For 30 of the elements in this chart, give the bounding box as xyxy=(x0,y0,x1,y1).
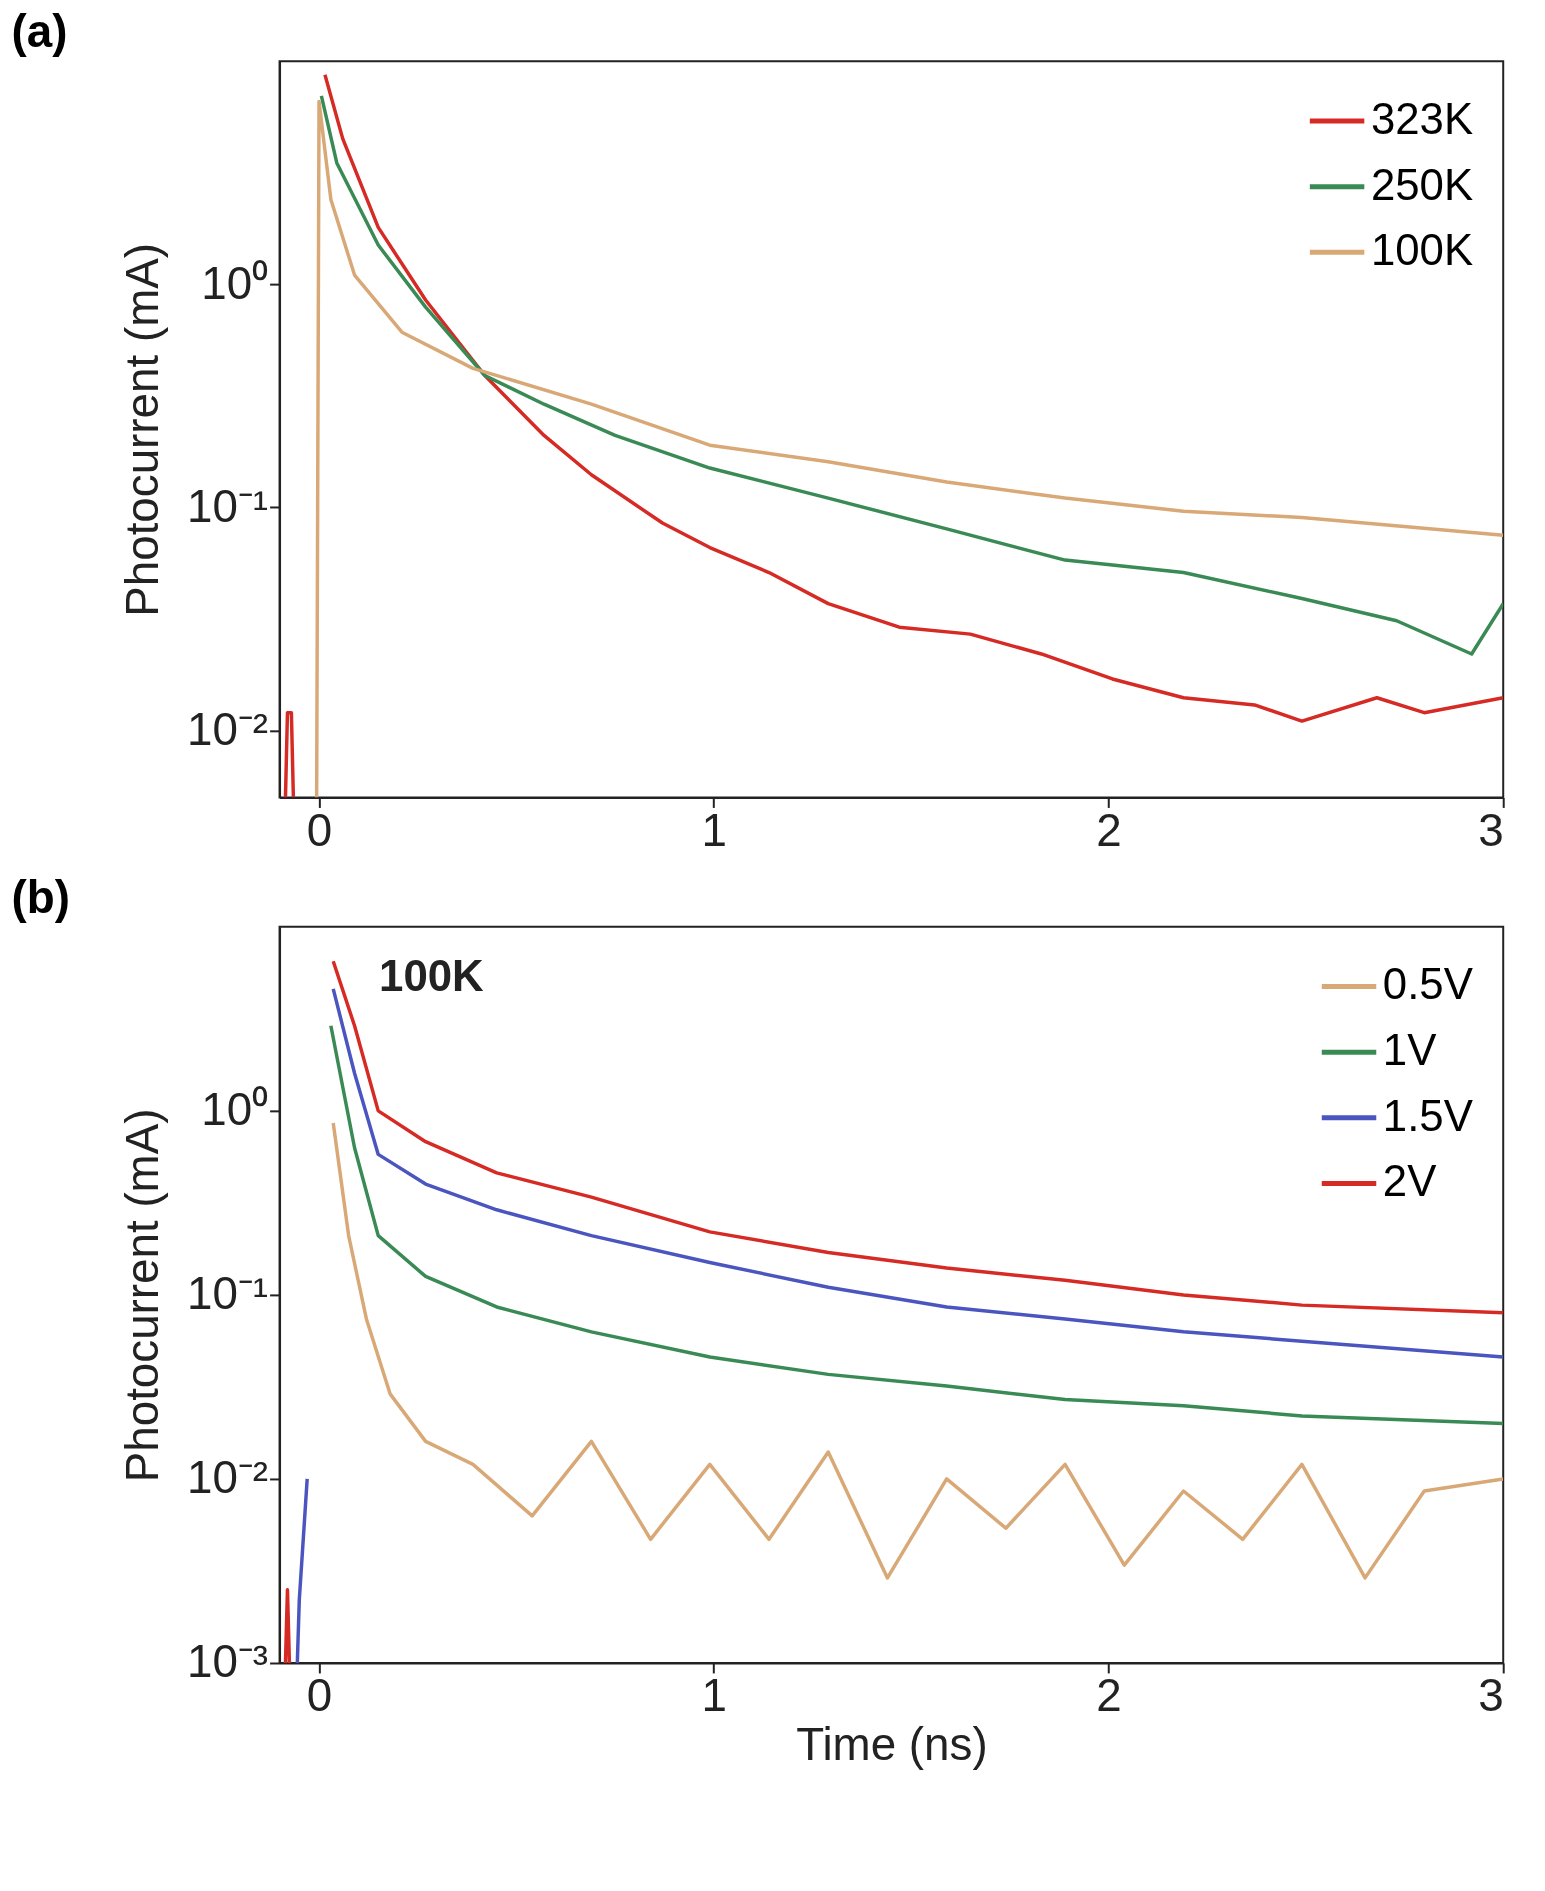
chart-title: (b) xyxy=(11,871,70,923)
y-tick-label: 10⁻¹ xyxy=(186,1268,269,1320)
legend-label: 100K xyxy=(1370,225,1474,275)
y-tick-label: 10⁻¹ xyxy=(186,480,269,532)
legend-label: 1.5V xyxy=(1382,1090,1473,1140)
y-axis-title: Photocurrent (mA) xyxy=(117,243,169,617)
y-axis-title: Photocurrent (mA) xyxy=(117,1108,169,1483)
x-tick-label: 3 xyxy=(1478,1670,1504,1722)
x-axis-title: Time (ns) xyxy=(796,1718,988,1770)
y-tick-label: 10⁻³ xyxy=(186,1636,269,1688)
x-tick-label: 3 xyxy=(1478,804,1504,856)
legend-label: 2V xyxy=(1382,1156,1437,1206)
x-tick-label: 1 xyxy=(701,1670,727,1722)
legend-label: 0.5V xyxy=(1382,959,1473,1009)
legend-label: 1V xyxy=(1382,1025,1437,1075)
y-tick-label: 10⁰ xyxy=(201,257,269,309)
chart-title: (a) xyxy=(11,6,68,58)
line-series xyxy=(319,94,1504,656)
y-tick-label: 10⁻² xyxy=(186,703,269,755)
line-series xyxy=(329,1024,1504,1426)
x-tick-label: 2 xyxy=(1096,804,1122,856)
x-tick-label: 1 xyxy=(701,804,727,856)
x-tick-label: 0 xyxy=(306,804,333,856)
x-tick-label: 2 xyxy=(1096,1670,1122,1722)
annotation: 100K xyxy=(379,951,485,1001)
legend-label: 250K xyxy=(1370,159,1474,209)
legend-label: 323K xyxy=(1370,93,1474,143)
y-tick-label: 10⁻² xyxy=(186,1452,269,1504)
x-tick-label: 0 xyxy=(306,1670,333,1722)
y-tick-label: 10⁰ xyxy=(201,1084,269,1136)
